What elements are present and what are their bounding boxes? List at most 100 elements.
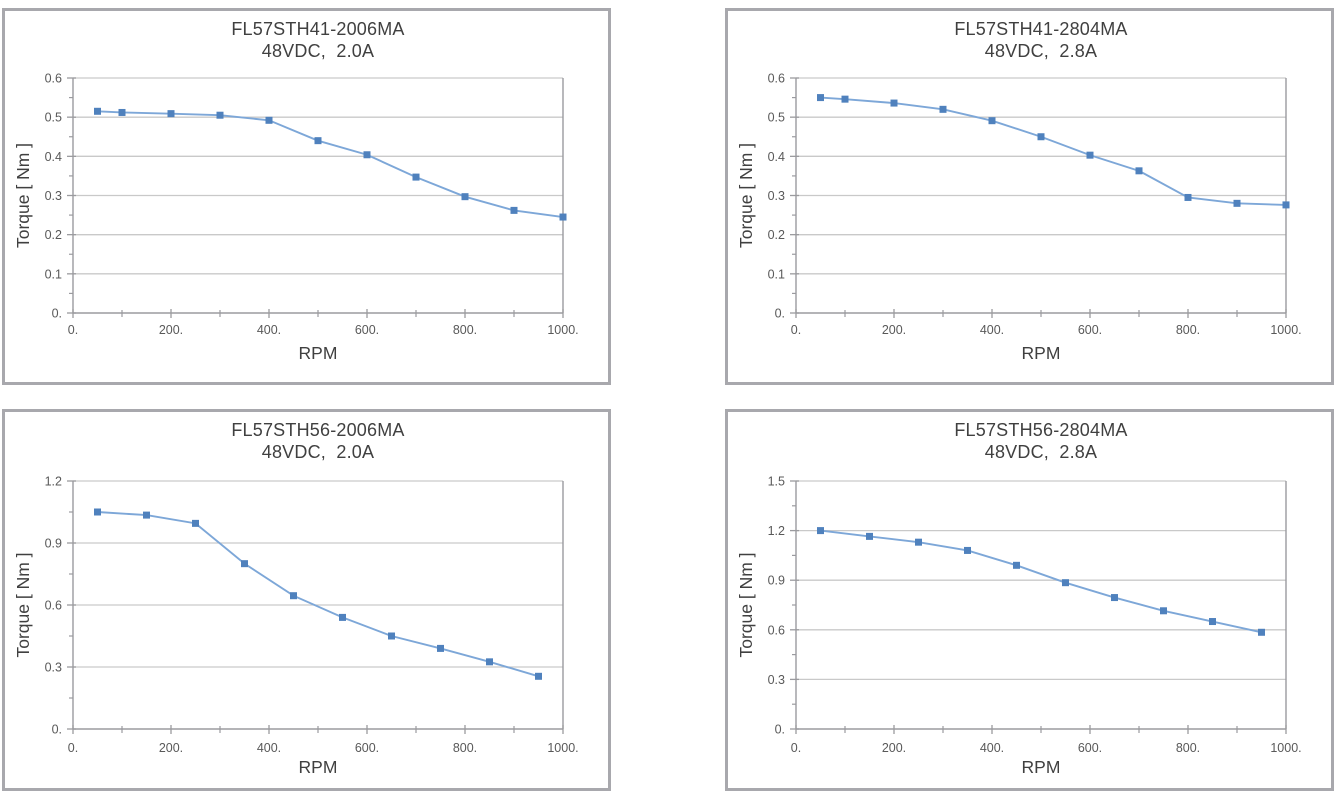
chart-title: FL57STH56-2804MA	[954, 420, 1128, 440]
data-point-marker	[1209, 618, 1216, 626]
y-tick-label: 0.6	[45, 599, 62, 613]
x-tick-label: 600.	[1078, 741, 1102, 755]
data-point-marker	[94, 508, 101, 516]
y-tick-label: 0.6	[768, 72, 785, 86]
chart-subtitle: 48VDC, 2.8A	[984, 41, 1098, 61]
y-tick-label: 1.2	[45, 475, 62, 489]
data-point-marker	[461, 193, 469, 201]
data-point-marker	[314, 137, 322, 145]
y-tick-label: 0.6	[45, 72, 62, 86]
x-tick-label: 0.	[68, 741, 78, 755]
chart-panel-fl57sth56-2006ma: FL57STH56-2006MA 48VDC, 2.0A 0. 0.3 0.6 0.9…	[2, 409, 611, 791]
x-tick-label: 800.	[1176, 741, 1200, 755]
x-tick-label: 0.	[791, 741, 801, 755]
data-point-marker	[1111, 594, 1118, 602]
y-tick-label: 0.4	[768, 150, 785, 164]
gridlines	[796, 480, 1286, 681]
x-tick-label: 400.	[257, 323, 281, 337]
y-tick-label: 0.6	[768, 623, 785, 637]
data-point-marker	[143, 511, 150, 519]
x-tick-label: 600.	[355, 741, 379, 755]
data-point-marker	[1258, 628, 1265, 636]
chart-title: FL57STH41-2006MA	[231, 19, 405, 39]
data-point-marker	[412, 173, 420, 181]
data-point-marker	[118, 108, 126, 116]
x-tick-label: 200.	[159, 323, 183, 337]
data-point-marker	[915, 538, 922, 546]
chart-panel-fl57sth41-2006ma: FL57STH41-2006MA 48VDC, 2.0A 0. 0.1 0.2 0.3…	[2, 8, 611, 385]
x-tick-label: 600.	[1078, 323, 1102, 337]
data-point-marker	[216, 111, 224, 119]
x-tick-label: 1000.	[547, 323, 578, 337]
data-point-marker	[1233, 199, 1241, 207]
torque-curve-markers	[94, 107, 567, 221]
y-axis-title: Torque [ Nm ]	[736, 552, 756, 657]
y-axis-title: Torque [ Nm ]	[13, 143, 33, 248]
y-tick-label: 0.3	[768, 673, 785, 687]
data-point-marker	[167, 110, 175, 118]
data-point-marker	[1282, 201, 1290, 209]
y-tick-label: 0.	[52, 723, 62, 737]
x-tick-label: 1000.	[1270, 741, 1301, 755]
x-axis-title: RPM	[1022, 757, 1061, 777]
data-point-marker	[817, 527, 824, 535]
y-tick-label: 1.2	[768, 524, 785, 538]
data-point-marker	[841, 95, 849, 103]
y-tick-label: 0.5	[768, 111, 785, 125]
data-point-marker	[388, 632, 395, 640]
y-tick-label: 0.2	[768, 228, 785, 242]
x-tick-label: 800.	[453, 741, 477, 755]
x-tick-label: 1000.	[1270, 323, 1301, 337]
data-point-marker	[1160, 607, 1167, 615]
data-point-marker	[437, 644, 444, 652]
torque-rpm-plot: 0. 0.1 0.2 0.3 0.4 0.5 0.6 0. 200. 400. 600. 800. 10…	[736, 72, 1302, 364]
gridlines	[73, 77, 563, 275]
x-axis-ticks: 0. 200. 400. 600. 800. 1000.	[68, 725, 579, 755]
chart-subtitle: 48VDC, 2.8A	[984, 442, 1098, 462]
x-tick-label: 800.	[1176, 323, 1200, 337]
torque-curve-line	[97, 110, 564, 218]
data-point-marker	[1086, 151, 1094, 159]
x-tick-label: 400.	[980, 323, 1004, 337]
data-point-marker	[94, 107, 101, 115]
data-point-marker	[192, 519, 199, 527]
y-tick-label: 0.4	[45, 150, 62, 164]
torque-curve-line	[820, 529, 1262, 634]
data-point-marker	[290, 592, 297, 600]
x-tick-label: 800.	[453, 323, 477, 337]
chart-title: FL57STH41-2804MA	[954, 19, 1128, 39]
data-point-marker	[486, 658, 493, 666]
data-point-marker	[1013, 561, 1020, 569]
data-point-marker	[890, 99, 898, 107]
chart-panel-fl57sth56-2804ma: FL57STH56-2804MA 48VDC, 2.8A 0. 0.3 0.6 0.9…	[725, 409, 1334, 791]
x-tick-label: 200.	[882, 741, 906, 755]
torque-curve-line	[97, 511, 539, 678]
y-axis-title: Torque [ Nm ]	[13, 552, 33, 657]
x-tick-label: 200.	[882, 323, 906, 337]
y-tick-label: 0.5	[45, 111, 62, 125]
x-tick-label: 600.	[355, 323, 379, 337]
data-point-marker	[817, 94, 824, 102]
x-axis-title: RPM	[299, 757, 338, 777]
chart-subtitle: 48VDC, 2.0A	[261, 442, 375, 462]
y-axis-ticks: 0. 0.3 0.6 0.9 1.2 1.5	[768, 475, 799, 737]
data-point-marker	[510, 206, 518, 214]
data-point-marker	[988, 117, 996, 125]
x-axis-title: RPM	[1022, 343, 1061, 363]
data-point-marker	[1135, 167, 1143, 175]
y-tick-label: 0.	[775, 723, 785, 737]
y-tick-label: 0.1	[768, 267, 785, 281]
y-tick-label: 0.1	[45, 267, 62, 281]
y-tick-label: 0.3	[45, 661, 62, 675]
torque-rpm-plot: 0. 0.3 0.6 0.9 1.2 1.5 0. 200. 400. 600. 800. 1000.…	[736, 475, 1302, 778]
chart-panel-fl57sth41-2804ma: FL57STH41-2804MA 48VDC, 2.8A 0. 0.1 0.2 0.3…	[725, 8, 1334, 385]
y-tick-label: 0.	[775, 307, 785, 321]
y-axis-title: Torque [ Nm ]	[736, 143, 756, 248]
x-axis-ticks: 0. 200. 400. 600. 800. 1000.	[68, 309, 579, 337]
y-tick-label: 0.9	[45, 537, 62, 551]
y-tick-label: 0.9	[768, 574, 785, 588]
y-axis-ticks: 0. 0.1 0.2 0.3 0.4 0.5 0.6	[45, 72, 76, 321]
y-tick-label: 1.5	[768, 475, 785, 489]
gridlines	[796, 77, 1286, 275]
x-axis-ticks: 0. 200. 400. 600. 800. 1000.	[791, 309, 1302, 337]
